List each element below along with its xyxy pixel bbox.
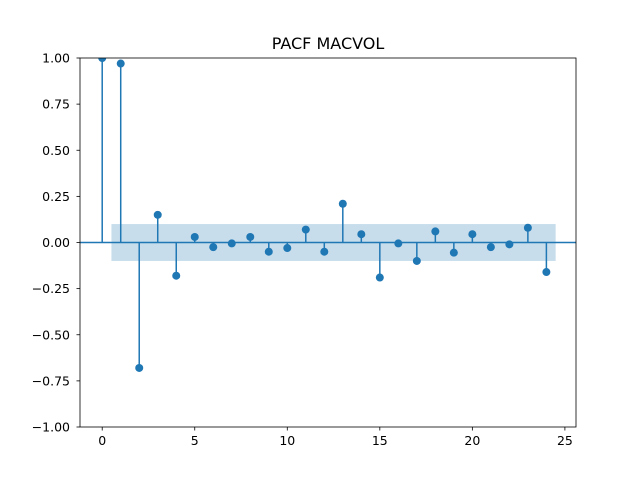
stem-marker xyxy=(468,230,477,239)
stem-marker xyxy=(394,239,403,248)
stem-marker xyxy=(320,247,329,256)
y-tick-label: 0.50 xyxy=(42,143,70,158)
x-tick-label: 0 xyxy=(98,433,106,448)
x-tick-label: 10 xyxy=(279,433,295,448)
stem-marker xyxy=(505,240,514,249)
stem-marker xyxy=(375,273,384,282)
stem-marker xyxy=(449,248,458,257)
x-tick-label: 20 xyxy=(464,433,480,448)
stem-marker xyxy=(431,227,440,236)
plot-content xyxy=(80,58,576,372)
x-tick-label: 15 xyxy=(372,433,388,448)
y-tick-label: −1.00 xyxy=(32,420,70,435)
stem-marker xyxy=(209,243,218,252)
axes: 0 5 10 15 20 25 1.00 0.75 0.50 0.25 0.00 −0.25 −0.50… xyxy=(32,51,577,448)
stem-marker xyxy=(264,247,273,256)
stem-marker xyxy=(283,244,292,253)
stem-marker xyxy=(301,225,310,234)
y-tick-label: −0.25 xyxy=(32,281,70,296)
y-tick-label: −0.50 xyxy=(32,327,70,342)
stem-marker xyxy=(227,239,236,248)
y-tick-label: 0.25 xyxy=(42,189,70,204)
stem-marker xyxy=(190,232,199,241)
stem-marker xyxy=(412,256,421,265)
x-tick-label: 5 xyxy=(191,433,199,448)
stem-marker xyxy=(135,363,144,372)
stem-marker xyxy=(486,243,495,252)
y-tick-label: 0.75 xyxy=(42,97,70,112)
stem-marker xyxy=(153,210,162,219)
plot-area xyxy=(80,58,576,372)
stem-marker xyxy=(542,268,551,277)
x-tick-label: 25 xyxy=(557,433,573,448)
stem-marker xyxy=(98,58,107,62)
stem-marker xyxy=(357,230,366,239)
y-tick-label: 0.00 xyxy=(42,235,70,250)
y-tick-label: −0.75 xyxy=(32,373,70,388)
stem-marker xyxy=(172,271,181,280)
stem-marker xyxy=(246,232,255,241)
y-tick-label: 1.00 xyxy=(42,51,70,66)
stem-marker xyxy=(116,59,125,68)
stem-marker xyxy=(338,199,347,208)
chart-title: PACF MACVOL xyxy=(272,34,385,53)
stem-marker xyxy=(523,223,532,232)
